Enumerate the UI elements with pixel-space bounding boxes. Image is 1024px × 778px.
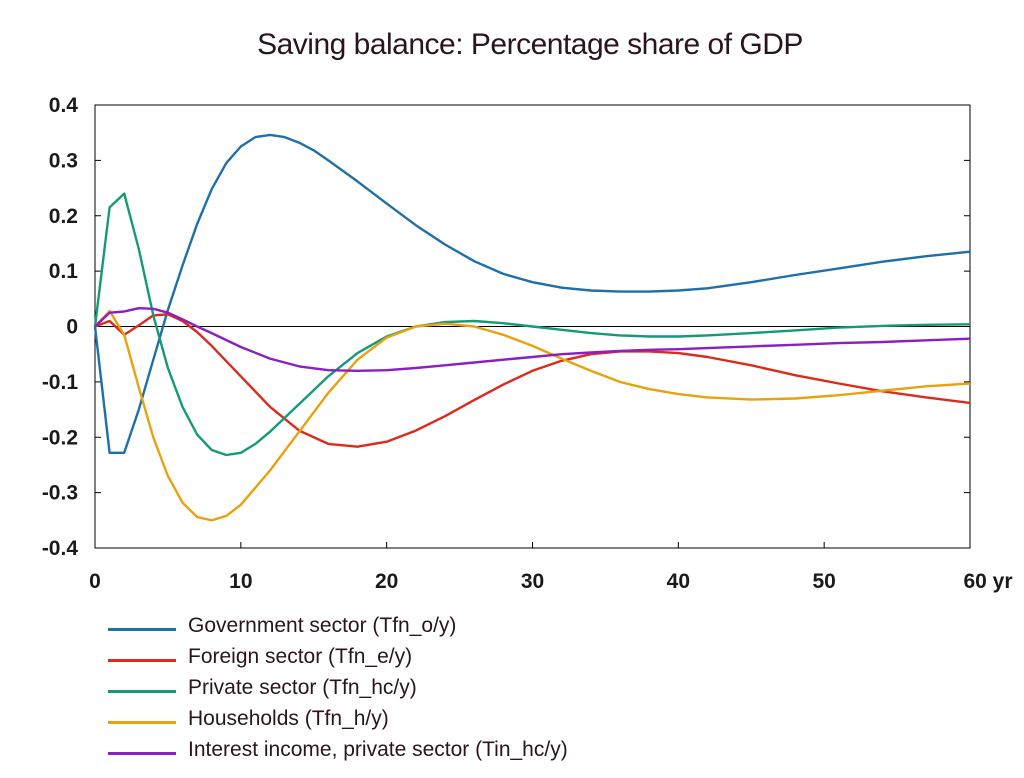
y-tick-label: -0.3	[42, 482, 78, 505]
y-tick-label: 0.1	[49, 260, 79, 283]
chart-plot-area: 0.4 0.3 0.2 0.1 0 -0.1 -0.2 -0.3 -0.4 0 10 20 30 40 50…	[42, 94, 1013, 593]
legend-swatch	[108, 690, 176, 693]
x-tick-label: 30	[521, 570, 544, 593]
legend-label: Foreign sector (Tfn_e/y)	[188, 645, 413, 668]
legend-label: Private sector (Tfn_hc/y)	[188, 676, 417, 699]
series-line-4	[94, 309, 971, 522]
legend-swatch	[108, 752, 176, 755]
x-tick-label: 0	[89, 570, 101, 593]
x-tick-label: 40	[667, 570, 690, 593]
chart-title: Saving balance: Percentage share of GDP	[257, 28, 803, 61]
x-tick-label: 10	[229, 570, 252, 593]
series-line-2	[94, 313, 971, 448]
x-tick-label: 50	[812, 570, 835, 593]
legend-swatch	[108, 628, 176, 631]
legend-label: Households (Tfn_h/y)	[188, 707, 389, 730]
y-tick-label: 0	[66, 316, 78, 339]
y-tick-label: 0.3	[49, 149, 78, 172]
series-line-3	[93, 192, 971, 457]
y-tick-label: -0.2	[42, 426, 78, 449]
series-line-1	[93, 133, 971, 454]
y-tick-label: -0.4	[42, 537, 79, 560]
y-tick-label: -0.1	[42, 371, 79, 394]
series-line-5	[94, 307, 971, 372]
legend-swatch	[108, 659, 176, 662]
legend-label: Government sector (Tfn_o/y)	[188, 614, 457, 637]
y-tick-label: 0.2	[49, 205, 78, 228]
legend-swatch	[108, 721, 176, 724]
legend-label: Interest income, private sector (Tin_hc/…	[188, 738, 568, 761]
x-tick-label: 60 yr	[963, 570, 1012, 593]
x-tick-label: 20	[375, 570, 398, 593]
y-tick-label: 0.4	[49, 94, 79, 117]
